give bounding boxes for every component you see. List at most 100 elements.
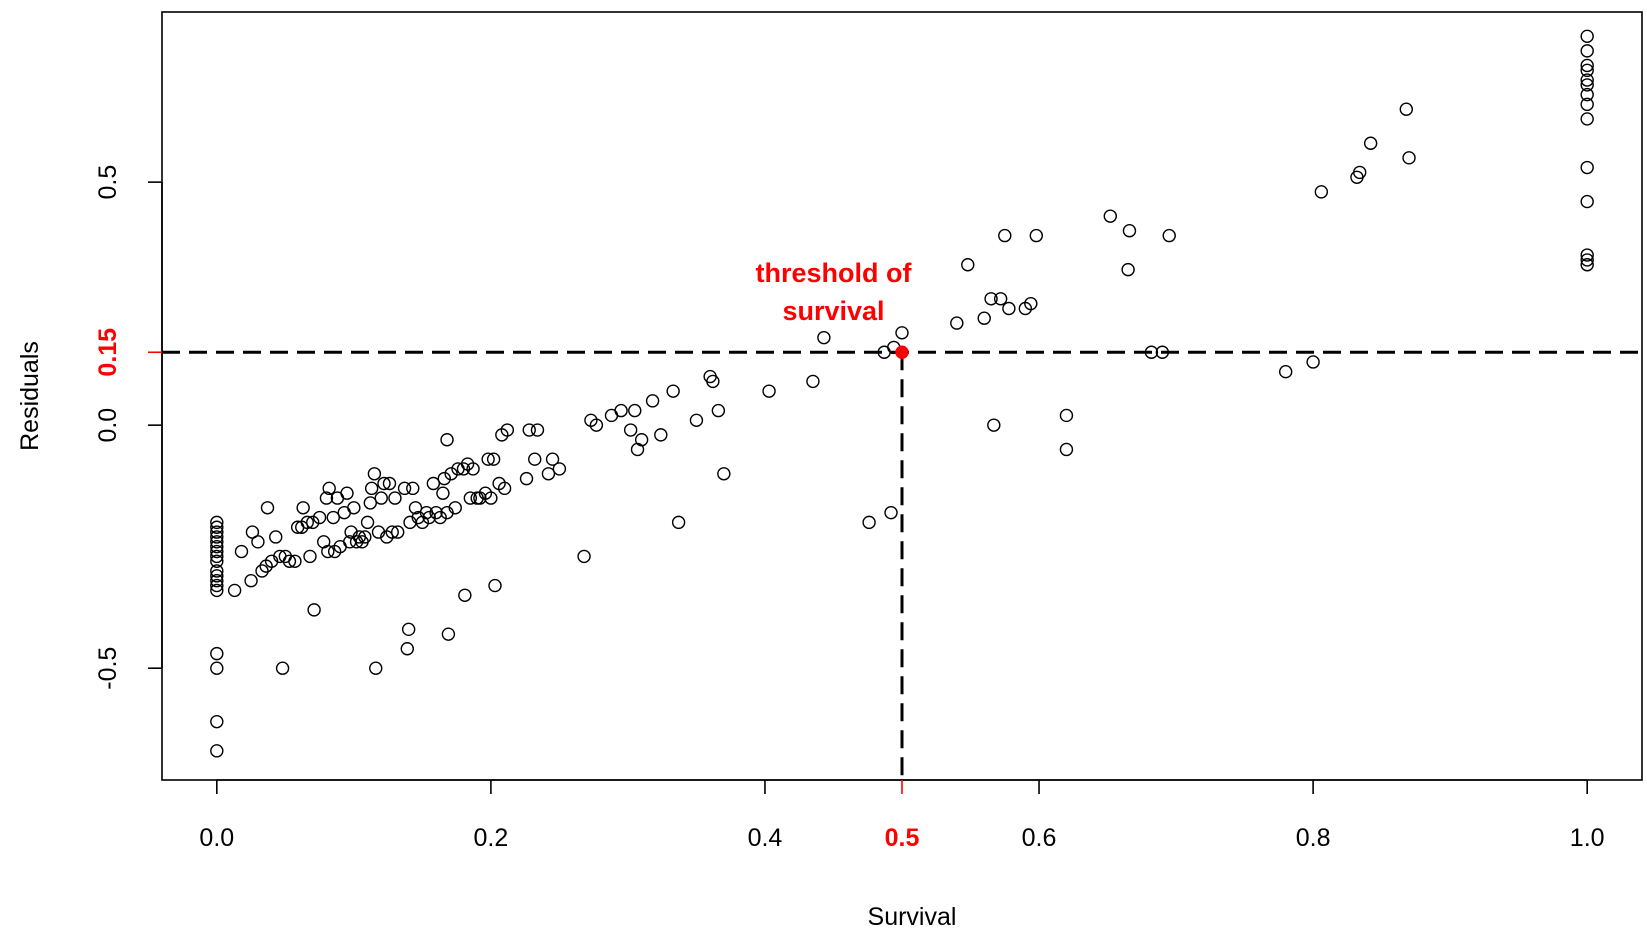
- data-point: [577, 549, 591, 564]
- data-point: [340, 486, 354, 500]
- data-point: [466, 462, 480, 476]
- data-point: [382, 476, 397, 491]
- data-point: [210, 539, 224, 554]
- data-point: [884, 505, 898, 520]
- x-tick-label: 0.6: [1022, 824, 1057, 852]
- data-point: [711, 403, 726, 418]
- data-point: [519, 471, 534, 486]
- data-point: [998, 228, 1012, 243]
- data-point: [961, 258, 975, 272]
- data-point: [1103, 209, 1117, 223]
- y-tick-label: 0.0: [94, 408, 122, 443]
- data-point: [391, 525, 405, 539]
- threshold-annotation-line2: survival: [782, 296, 884, 326]
- data-point: [623, 423, 638, 437]
- data-point: [260, 501, 275, 515]
- data-point: [671, 515, 686, 530]
- x-axis: 0.0 0.2 0.4 0.6 0.8 1.0 0.5: [199, 779, 1605, 852]
- data-point: [614, 403, 628, 418]
- data-point: [388, 491, 402, 505]
- data-point: [282, 554, 297, 568]
- data-point: [426, 476, 441, 491]
- data-point: [589, 418, 604, 432]
- data-point: [319, 491, 334, 505]
- data-point: [210, 578, 224, 593]
- threshold-lines: [162, 350, 1642, 780]
- x-tick-label: 0.4: [748, 824, 783, 852]
- data-point: [326, 510, 340, 525]
- data-point: [227, 583, 242, 598]
- data-point: [321, 544, 335, 559]
- x-tick-label: 0.2: [474, 824, 509, 852]
- data-point: [1580, 73, 1594, 87]
- data-point: [210, 535, 224, 549]
- data-point: [1162, 228, 1176, 243]
- data-point: [488, 578, 502, 593]
- data-point: [1363, 136, 1378, 150]
- data-point: [806, 374, 820, 389]
- data-point: [497, 481, 512, 496]
- data-point: [210, 549, 224, 564]
- data-point: [210, 661, 224, 675]
- data-point: [706, 374, 720, 389]
- data-point: [400, 642, 414, 656]
- data-point: [1402, 151, 1416, 165]
- data-point: [977, 311, 991, 325]
- y-tick-label: -0.5: [94, 647, 122, 690]
- data-point: [322, 481, 336, 496]
- data-point: [1580, 29, 1594, 44]
- data-point: [463, 491, 478, 505]
- data-point: [440, 433, 454, 447]
- data-point: [448, 501, 462, 515]
- data-point: [1580, 97, 1594, 112]
- data-point: [1580, 78, 1594, 92]
- data-point: [429, 505, 443, 520]
- data-point: [950, 316, 964, 330]
- data-point: [1580, 63, 1594, 78]
- data-point: [1580, 87, 1594, 102]
- data-point: [862, 515, 876, 530]
- threshold-annotation-line1: threshold of: [755, 258, 912, 288]
- data-point: [545, 452, 560, 466]
- data-point: [1580, 253, 1594, 267]
- data-point: [408, 501, 423, 515]
- data-point: [1580, 248, 1594, 262]
- data-point: [210, 530, 224, 544]
- data-point: [210, 525, 224, 539]
- data-point: [1155, 345, 1170, 359]
- data-point: [306, 515, 320, 530]
- data-point: [437, 471, 451, 486]
- data-point: [367, 467, 382, 481]
- data-point: [210, 569, 224, 583]
- data-point: [210, 646, 224, 661]
- data-point: [234, 544, 249, 559]
- data-point: [1122, 224, 1137, 238]
- data-point: [210, 554, 224, 568]
- data-point: [1059, 408, 1074, 423]
- data-point: [422, 510, 436, 525]
- data-point: [210, 515, 224, 530]
- data-point: [654, 428, 668, 442]
- data-point: [1580, 44, 1594, 58]
- data-point: [255, 564, 269, 578]
- data-point: [1306, 355, 1320, 369]
- y-highlight-label: 0.15: [94, 328, 122, 377]
- data-point: [377, 476, 391, 491]
- data-point: [210, 520, 224, 534]
- data-point: [486, 452, 501, 466]
- data-point: [1024, 296, 1038, 311]
- data-point: [1002, 301, 1016, 316]
- x-tick-label: 0.8: [1296, 824, 1331, 852]
- data-point: [552, 462, 567, 476]
- data-point: [634, 433, 649, 447]
- data-point: [269, 530, 283, 544]
- x-tick-label: 0.0: [199, 824, 234, 852]
- data-point: [1580, 160, 1594, 175]
- data-point: [397, 481, 412, 496]
- data-point: [364, 481, 379, 496]
- data-point: [628, 403, 642, 418]
- data-point: [1121, 262, 1135, 277]
- data-point: [522, 423, 536, 437]
- threshold-point: [895, 345, 909, 359]
- data-point: [210, 714, 224, 729]
